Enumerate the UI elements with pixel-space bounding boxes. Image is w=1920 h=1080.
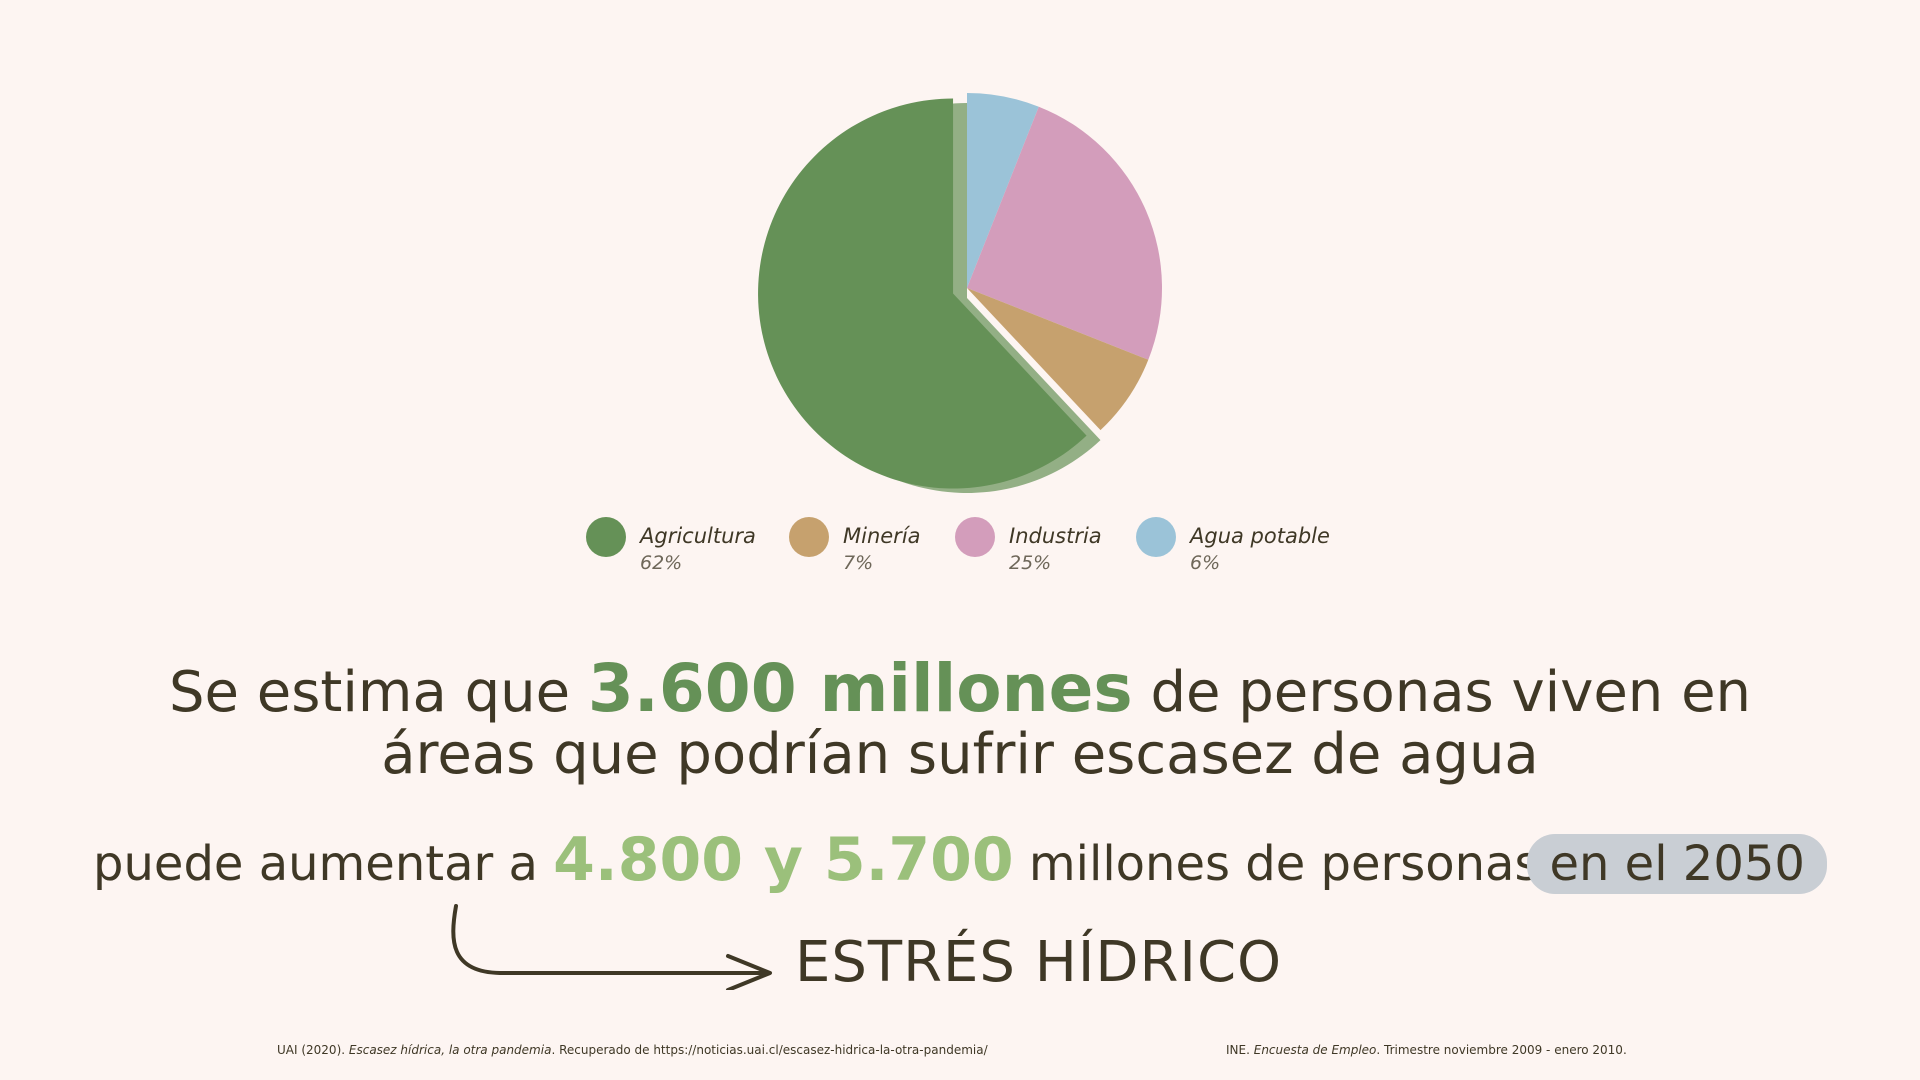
headline-line-1: Se estima que 3.600 millones de personas… [0, 650, 1920, 727]
legend-label: Agricultura [640, 524, 756, 548]
reference-text: INE. [1226, 1043, 1254, 1057]
legend-label: Minería [843, 524, 921, 548]
pie-slice-agua-potable [967, 93, 1039, 288]
legend-label: Industria [1009, 524, 1102, 548]
legend-swatch-agricultura [586, 517, 626, 557]
chart-legend: Agricultura 62% Minería 7% Industria 25%… [0, 515, 1920, 585]
legend-label: Agua potable [1190, 524, 1330, 548]
pie-chart [758, 93, 1162, 493]
legend-value: 7% [843, 552, 874, 574]
legend-value: 25% [1009, 552, 1052, 574]
projection-line: puede aumentar a 4.800 y 5.700 millones … [0, 825, 1920, 895]
reference-title: Encuesta de Empleo [1253, 1043, 1377, 1057]
reference-uai: UAI (2020). Escasez hídrica, la otra pan… [277, 1043, 988, 1057]
arrow-icon [451, 904, 772, 990]
reference-title: Escasez hídrica, la otra pandemia [348, 1043, 552, 1057]
headline-line-2: áreas que podrían sufrir escasez de agua [381, 722, 1539, 787]
headline-text: Se estima que [168, 660, 588, 725]
pie-slice-industria [967, 106, 1162, 360]
projection-text: millones de personas [1013, 836, 1540, 892]
legend-swatch-agua-potable [1136, 517, 1176, 557]
projection-highlight: 4.800 y 5.700 [553, 825, 1014, 895]
projection-text: puede aumentar a [93, 836, 554, 892]
pie-slice-minería [967, 288, 1149, 431]
year-pill: en el 2050 [1527, 834, 1827, 894]
headline-highlight: 3.600 millones [587, 650, 1133, 727]
reference-text: . Trimestre noviembre 2009 - enero 2010. [1376, 1043, 1627, 1057]
legend-value: 6% [1190, 552, 1221, 574]
reference-text: . Recuperado de https://noticias.uai.cl/… [551, 1043, 988, 1057]
pie-slice-agricultura [758, 98, 1087, 489]
headline-text: de personas viven en [1132, 660, 1752, 725]
legend-value: 62% [640, 552, 683, 574]
legend-swatch-mineria [789, 517, 829, 557]
legend-swatch-industria [955, 517, 995, 557]
reference-text: UAI (2020). [277, 1043, 349, 1057]
conclusion-title: ESTRÉS HÍDRICO [795, 930, 1283, 995]
reference-ine: INE. Encuesta de Empleo. Trimestre novie… [1226, 1043, 1627, 1057]
